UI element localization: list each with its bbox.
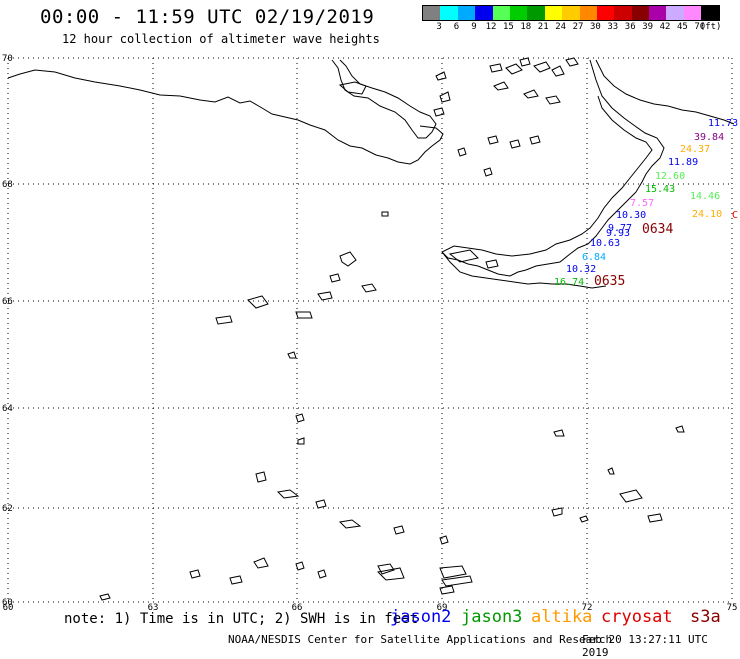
legend-swatch: [631, 6, 650, 20]
legend-label: 18: [520, 22, 532, 32]
wave-height-value: 9.93: [606, 228, 630, 239]
lon-label: 63: [148, 603, 159, 613]
legend-swatch: [457, 6, 476, 20]
legend-label: 9: [471, 22, 477, 32]
latitude-labels: 70 68 66 64 62 60: [2, 54, 13, 608]
legend-label: 3: [436, 22, 442, 32]
legend-swatch: [509, 6, 528, 20]
legend-swatch: [475, 6, 493, 20]
legend-label: 6: [453, 22, 460, 32]
legend-swatch: [666, 6, 684, 20]
sat-altika: altika: [531, 607, 593, 627]
lon-label: 60: [3, 603, 14, 613]
islands: [99, 57, 685, 601]
coastline-south: [441, 251, 607, 289]
legend-swatch: [544, 6, 563, 20]
legend-swatch: [614, 6, 632, 20]
wave-height-value: 10.63: [590, 238, 620, 249]
footer-note: note: 1) Time is in UTC; 2) SWH is in fe…: [64, 611, 419, 627]
legend-label: 70: [694, 22, 706, 32]
wave-height-value: 11.73: [708, 118, 738, 129]
wave-height-value: 24.10: [692, 209, 722, 220]
lon-label: 69: [437, 603, 448, 613]
legend-label: 39: [642, 22, 654, 32]
legend-label: 15: [503, 22, 514, 32]
sat-cryosat: cryosat: [601, 607, 673, 627]
island: [338, 81, 367, 95]
lon-label: 66: [292, 603, 303, 613]
wave-height-value: 15.43: [645, 184, 675, 195]
legend-swatch: [596, 6, 615, 20]
lat-label: 70: [2, 54, 13, 64]
generated-timestamp: Feb 20 13:27:11 UTC 2019: [582, 633, 708, 659]
legend-swatch: [492, 6, 510, 20]
sat-jason3: jason3: [461, 607, 523, 627]
coastline-north: [7, 69, 444, 165]
time-mark: 0635: [594, 274, 625, 289]
map-subtitle: 12 hour collection of altimeter wave hei…: [62, 32, 380, 46]
legend-label: 24: [555, 22, 567, 32]
wave-height-value: 14.46: [690, 191, 720, 202]
legend-swatch: [649, 6, 667, 20]
lon-label: 75: [727, 603, 738, 613]
color-legend: 3 6 9 12 15 18 21 24 27 30 33 36 39 42 45 70 (ft): [422, 5, 722, 33]
legend-label: 36: [624, 22, 636, 32]
wave-height-value: 6.84: [582, 252, 606, 263]
legend-unit: (ft): [699, 22, 722, 32]
legend-label: 30: [590, 22, 601, 32]
legend-label: 42: [659, 22, 671, 32]
wave-height-value: 10.32: [566, 264, 596, 275]
coastline-peninsula: [331, 59, 437, 139]
coastline-far-east: [595, 59, 735, 125]
legend-swatch: [579, 6, 597, 20]
legend-color-bar: [422, 5, 720, 21]
wave-height-value: C: [732, 210, 738, 221]
sat-s3a: s3a: [690, 607, 721, 627]
wave-height-value: 12.60: [655, 171, 685, 182]
lat-label: 64: [2, 404, 13, 414]
wave-height-value: 11.89: [668, 157, 698, 168]
legend-label: 33: [607, 22, 619, 32]
credit-line: NOAA/NESDIS Center for Satellite Applica…: [228, 633, 613, 646]
coastlines: [7, 57, 735, 601]
lon-label: 72: [582, 603, 593, 613]
wave-height-value: 10.30: [616, 210, 646, 221]
lat-label: 62: [2, 504, 13, 514]
lat-lon-grid: [7, 57, 733, 603]
observation-labels: 11.7339.8424.3711.8912.6015.4314.467.571…: [554, 118, 738, 289]
wave-height-value: 16.74: [554, 277, 584, 288]
legend-label: 21: [537, 22, 549, 32]
legend-swatch: [683, 6, 702, 20]
legend-swatch: [423, 6, 441, 20]
wave-height-value: 24.37: [680, 144, 710, 155]
wave-height-value: 39.84: [694, 132, 724, 143]
legend-label: 45: [677, 22, 688, 32]
lat-label: 68: [2, 180, 13, 190]
longitude-labels: 60 63 66 69 72 75: [3, 603, 738, 613]
legend-swatch: [527, 6, 545, 20]
sat-jason2: jason2: [390, 607, 452, 627]
wave-height-value: 7.57: [630, 198, 654, 209]
legend-swatch: [562, 6, 580, 20]
wave-height-value: 9.77: [608, 223, 632, 234]
legend-swatch: [440, 6, 458, 20]
lat-label: 60: [2, 598, 13, 608]
legend-label: 12: [485, 22, 497, 32]
time-mark: 0634: [642, 222, 673, 237]
legend-labels: 3 6 9 12 15 18 21 24 27 30 33 36 39 42 45 70 (ft): [422, 21, 722, 33]
map-title: 00:00 - 11:59 UTC 02/19/2019: [40, 6, 375, 28]
legend-swatch: [701, 6, 719, 20]
coastline-east: [441, 59, 665, 277]
legend-label: 27: [572, 22, 584, 32]
lat-label: 66: [2, 297, 13, 307]
